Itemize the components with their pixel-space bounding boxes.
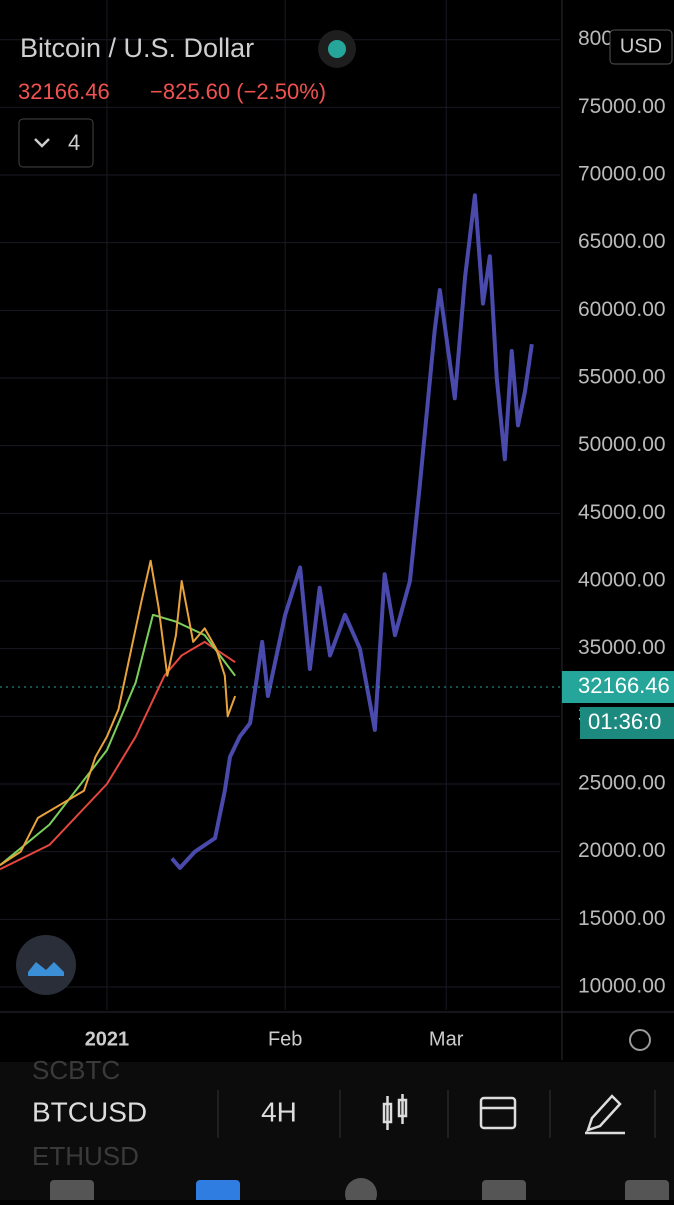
y-tick-label: 50000.00 (578, 433, 666, 456)
y-tick-label: 70000.00 (578, 163, 666, 186)
logo-button[interactable] (16, 935, 76, 995)
logo-icon (28, 962, 64, 976)
x-tick-label: 2021 (85, 1028, 130, 1050)
y-tick-label: 20000.00 (578, 839, 666, 862)
currency-label: USD (620, 35, 662, 57)
symbol-title: Bitcoin / U.S. Dollar (20, 33, 254, 63)
symbol-option[interactable]: ETHUSD (32, 1141, 139, 1171)
interval[interactable]: 4H (261, 1096, 297, 1127)
status-dot (328, 40, 346, 58)
y-tick-label: 45000.00 (578, 501, 666, 524)
y-tick-label: 75000.00 (578, 95, 666, 118)
compare-icon[interactable] (479, 1096, 517, 1130)
y-tick-label: 65000.00 (578, 230, 666, 253)
indicator-toggle[interactable] (18, 118, 94, 168)
symbol-option[interactable]: SCBTC (32, 1055, 120, 1085)
indicator-count: 4 (68, 130, 80, 155)
y-tick-label: 10000.00 (578, 975, 666, 998)
y-tick-label: 55000.00 (578, 366, 666, 389)
settings-icon[interactable] (629, 1029, 651, 1051)
toolbar (0, 1062, 674, 1200)
price-line (170, 193, 534, 870)
plot (0, 0, 560, 1010)
y-tick-label: 15000.00 (578, 907, 666, 930)
symbol-selected[interactable]: BTCUSD (32, 1096, 147, 1127)
nav-icon[interactable] (345, 1178, 377, 1205)
last-price-tag-label: 32166.46 (578, 673, 670, 698)
last-price-tag (562, 671, 674, 704)
chevron-icon (34, 138, 50, 148)
price-line (0, 613, 236, 866)
nav-icon[interactable] (482, 1180, 526, 1205)
last-price: 32166.46 (18, 79, 110, 104)
price-change: −825.60 (−2.50%) (150, 79, 326, 104)
y-tick-label: 60000.00 (578, 298, 666, 321)
countdown-label: 01:36:0 (588, 709, 661, 734)
price-line (0, 559, 237, 867)
price-line (0, 640, 236, 871)
draw-icon[interactable] (585, 1094, 625, 1135)
x-tick-label: Feb (268, 1028, 302, 1050)
countdown-tag (580, 707, 674, 740)
nav-icon[interactable] (50, 1180, 94, 1205)
nav-icon[interactable] (196, 1180, 240, 1205)
y-tick-label: 35000.00 (578, 636, 666, 659)
x-tick-label: Mar (429, 1028, 464, 1050)
candle-icon[interactable] (382, 1094, 408, 1130)
y-tick-label: 25000.00 (578, 772, 666, 795)
y-tick-label: 40000.00 (578, 569, 666, 592)
nav-icon[interactable] (625, 1180, 669, 1205)
currency-box[interactable] (609, 29, 673, 65)
